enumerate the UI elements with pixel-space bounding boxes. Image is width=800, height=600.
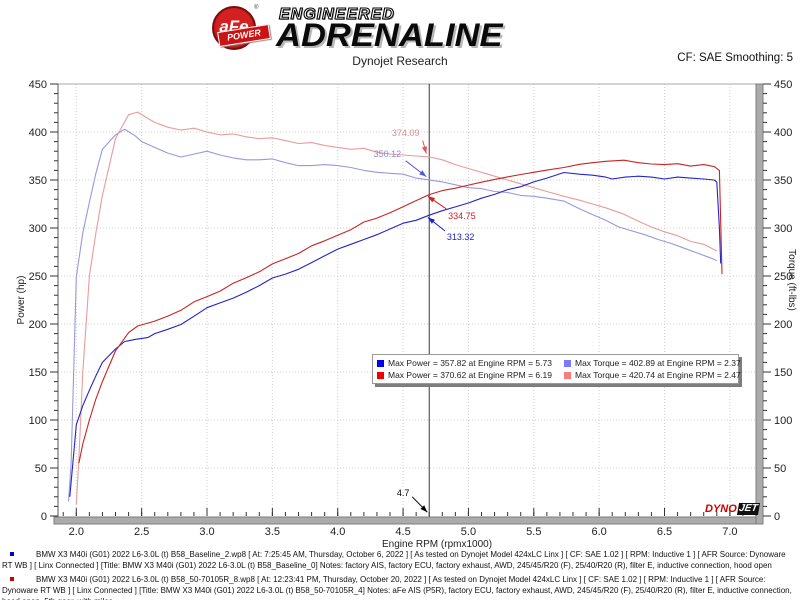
dynojet-logo-jet: JET — [736, 503, 761, 515]
y-tick-label-left: 0 — [41, 511, 47, 523]
x-tick-label: 6.5 — [657, 526, 672, 538]
baseline-run-bullet — [10, 552, 14, 556]
y-tick-label-left: 100 — [29, 415, 47, 427]
y-tick-label-right: 200 — [774, 319, 792, 331]
dyno-chart: 2.0 2.5 3.0 3.5 4.0 4.5 5.0 5.5 6.0 6.5 7.0 Engine … — [16, 79, 797, 550]
legend-swatch-icon — [564, 359, 571, 367]
dynojet-logo-dyno: DYNO — [705, 503, 737, 515]
annotation-arrowhead — [427, 196, 436, 203]
legend-entry: Max Torque = 402.89 at Engine RPM = 2.37 — [564, 357, 742, 369]
legend-entry: Max Power = 357.82 at Engine RPM = 5.73 — [377, 357, 564, 369]
annotation-value-label: 334.75 — [448, 210, 476, 221]
x-tick-label: 5.0 — [461, 526, 476, 538]
dynojet-logo: DYNO JET — [705, 503, 761, 515]
annotation-value-label: 350.12 — [373, 149, 402, 160]
annotation-arrowhead — [420, 505, 428, 513]
legend-swatch-icon — [377, 359, 384, 367]
brand-engineered-text: ENGINEERED — [278, 5, 395, 23]
run-info-afe: BMW X3 M40i (G01) 2022 L6-3.0L (t) B58_5… — [2, 574, 797, 600]
series-power-baseline — [69, 171, 722, 497]
y-tick-label-right: 350 — [774, 175, 792, 187]
correction-factor-label: CF: SAE Smoothing: 5 — [677, 52, 793, 64]
x-tick-label: 7.0 — [722, 526, 737, 538]
series-power-afe — [78, 159, 723, 464]
x-tick-label: 4.0 — [330, 526, 345, 538]
annotation-arrowhead — [427, 217, 435, 224]
y-tick-label-left: 350 — [29, 175, 47, 187]
afe-run-bullet — [10, 577, 14, 581]
registered-mark: ® — [254, 5, 259, 11]
y-axis-title-left: Power (hp) — [16, 276, 27, 325]
y-tick-label-left: 50 — [35, 463, 47, 475]
afe-run-text: BMW X3 M40i (G01) 2022 L6-3.0L (t) B58_5… — [2, 575, 792, 600]
annotation-value-label: 374.09 — [391, 127, 420, 138]
x-tick-label: 2.5 — [134, 526, 149, 538]
x-tick-label: 5.5 — [526, 526, 541, 538]
baseline-run-text: BMW X3 M40i (G01) 2022 L6-3.0L (t) B58_B… — [2, 550, 786, 570]
y-axis-title-right: Torque (ft-lbs) — [786, 249, 797, 311]
axis-bar-right — [755, 83, 764, 525]
y-tick-label-right: 400 — [774, 127, 792, 139]
series-torque-afe — [75, 111, 718, 505]
annotation-arrowhead — [421, 146, 427, 154]
y-tick-label-left: 300 — [29, 223, 47, 235]
y-tick-label-left: 450 — [29, 79, 47, 91]
x-tick-label: 3.0 — [199, 526, 214, 538]
y-tick-label-right: 100 — [774, 415, 792, 427]
axis-bar-bottom — [53, 516, 764, 525]
series-torque-baseline — [67, 128, 718, 502]
legend-swatch-icon — [564, 371, 571, 379]
x-tick-label: 2.0 — [69, 526, 84, 538]
legend-entry-label: Max Power = 370.62 at Engine RPM = 6.19 — [388, 370, 552, 380]
annotation-value-label: 313.32 — [446, 231, 475, 242]
y-tick-label-right: 0 — [774, 511, 780, 523]
y-tick-label-left: 400 — [29, 127, 47, 139]
page-title: Dynojet Research — [352, 54, 448, 68]
x-tick-label: 6.0 — [591, 526, 606, 538]
x-tick-label: 3.5 — [265, 526, 280, 538]
y-tick-label-right: 250 — [774, 271, 792, 283]
y-tick-label-left: 150 — [29, 367, 47, 379]
annotation-value-label: 4.7 — [396, 487, 410, 498]
legend-entry-label: Max Torque = 402.89 at Engine RPM = 2.37 — [575, 358, 741, 368]
y-tick-label-right: 300 — [774, 223, 792, 235]
run-info-footer: BMW X3 M40i (G01) 2022 L6-3.0L (t) B58_B… — [2, 549, 797, 600]
legend-entry-label: Max Torque = 420.74 at Engine RPM = 2.47 — [575, 370, 741, 380]
y-tick-label-right: 450 — [774, 79, 792, 91]
legend: Max Power = 357.82 at Engine RPM = 5.73 M… — [372, 354, 742, 384]
legend-swatch-icon — [377, 371, 384, 379]
y-tick-label-left: 250 — [29, 271, 47, 283]
brand-adrenaline-text: ADRENALINE — [276, 17, 503, 53]
y-tick-label-left: 200 — [29, 319, 47, 331]
legend-entry-label: Max Power = 357.82 at Engine RPM = 5.73 — [388, 358, 552, 368]
annotation-arrowhead — [419, 170, 427, 177]
y-tick-label-right: 50 — [774, 463, 786, 475]
run-info-baseline: BMW X3 M40i (G01) 2022 L6-3.0L (t) B58_B… — [2, 549, 797, 571]
x-tick-label: 4.5 — [395, 526, 410, 538]
legend-entry: Max Power = 370.62 at Engine RPM = 6.19 — [377, 369, 564, 381]
y-tick-label-right: 150 — [774, 367, 792, 379]
x-axis-title: Engine RPM (rpmx1000) — [382, 539, 492, 550]
legend-entry: Max Torque = 420.74 at Engine RPM = 2.47 — [564, 369, 742, 381]
